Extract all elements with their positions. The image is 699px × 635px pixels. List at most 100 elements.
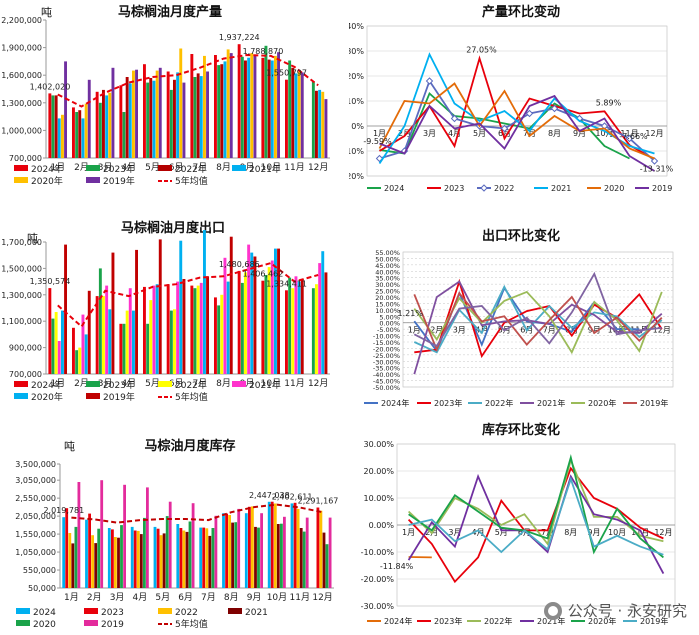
legend-swatch <box>86 177 100 183</box>
legend-swatch <box>16 608 30 614</box>
legend-label: 2023 <box>101 608 124 618</box>
bar <box>119 85 123 158</box>
legend-label: 2020年 <box>588 398 616 408</box>
bar <box>322 532 326 588</box>
legend-swatch <box>14 381 28 387</box>
bar <box>288 60 292 158</box>
x-tick-label: 8月 <box>565 326 578 335</box>
bar <box>135 69 138 158</box>
bar <box>68 533 72 588</box>
data-label: -9.59% <box>363 137 392 146</box>
legend-label: 2020 <box>604 184 624 193</box>
bar <box>315 284 318 374</box>
bar <box>248 506 251 588</box>
legend-label: 2024年 <box>31 379 63 391</box>
x-tick-label: 9月 <box>247 592 262 603</box>
bar <box>111 529 114 588</box>
x-tick-label: 1月 <box>402 528 415 537</box>
bar <box>182 530 186 588</box>
x-tick-label: 7月 <box>201 592 216 603</box>
x-tick-label: 3月 <box>110 592 125 603</box>
bar <box>211 528 215 588</box>
bar <box>166 284 170 374</box>
y-tick-label: -25.00% <box>373 352 400 360</box>
bar <box>155 70 159 158</box>
bar <box>214 515 218 588</box>
avg-line <box>71 503 323 524</box>
data-label: 1,937,224 <box>219 33 260 42</box>
y-tick-label: 30% <box>349 47 364 56</box>
bar <box>51 318 55 374</box>
bar <box>261 57 265 158</box>
bar <box>188 521 192 588</box>
x-tick-label: 12月 <box>653 326 671 335</box>
x-tick-label: 4月 <box>121 162 136 173</box>
y-tick-label: -40.00% <box>373 371 400 379</box>
bar <box>315 90 318 158</box>
legend-label: 2019年 <box>103 175 135 187</box>
bar <box>182 279 186 374</box>
x-tick-label: 5月 <box>145 162 160 173</box>
bar <box>316 507 320 588</box>
data-label: -13.31% <box>640 164 674 173</box>
y-tick-label: 40.00% <box>375 268 400 276</box>
chart-title: 出口环比变化 <box>482 228 560 244</box>
y-tick-label: 50,000 <box>28 584 56 593</box>
bar <box>276 524 280 588</box>
legend-swatch <box>158 608 172 614</box>
data-label: 2,291,167 <box>298 496 339 505</box>
x-tick-label: 6月 <box>169 378 184 389</box>
legend-label: 2021年 <box>537 398 565 408</box>
y-tick-label: 1,300,000 <box>1 291 42 300</box>
bar <box>105 95 109 158</box>
bar <box>75 112 79 158</box>
bar <box>165 516 169 588</box>
bar <box>130 526 134 588</box>
x-tick-label: 10月 <box>608 528 626 537</box>
bar <box>78 110 82 158</box>
y-tick-label: 30.00% <box>363 440 394 449</box>
bar <box>277 52 280 159</box>
x-tick-label: 10月 <box>595 129 613 138</box>
bar <box>78 347 82 374</box>
bar <box>293 502 297 588</box>
bar <box>206 71 209 158</box>
bar <box>64 244 67 374</box>
bar <box>324 272 328 374</box>
legend-label: 2022年 <box>175 163 207 175</box>
chart-title: 马棕榈油月度产量 <box>118 4 222 20</box>
legend-swatch <box>14 177 28 183</box>
x-tick-label: 5月 <box>495 528 508 537</box>
bar <box>311 288 315 374</box>
legend-label: 2022年 <box>484 616 512 626</box>
bar <box>324 99 328 158</box>
x-tick-label: 6月 <box>498 129 511 138</box>
unit-label: 吨 <box>27 232 38 245</box>
legend-label: 2021年 <box>249 379 281 391</box>
bar <box>321 251 325 374</box>
bar <box>84 334 88 374</box>
bar <box>128 288 132 374</box>
y-tick-label: 0.00% <box>379 320 400 328</box>
bar <box>139 534 143 588</box>
legend-swatch <box>232 381 246 387</box>
x-tick-label: 1月 <box>373 129 386 138</box>
x-tick-label: 12月 <box>312 592 332 603</box>
bar <box>199 527 203 588</box>
bar <box>190 285 194 374</box>
bar <box>270 260 274 374</box>
x-tick-label: 8月 <box>548 129 561 138</box>
y-tick-label: 1,100,000 <box>1 317 42 326</box>
bar <box>122 112 126 158</box>
x-tick-label: 7月 <box>541 528 554 537</box>
bar <box>176 72 180 158</box>
bar <box>98 268 102 374</box>
x-tick-label: 7月 <box>192 378 207 389</box>
legend-label: 2024 <box>384 184 404 193</box>
bar <box>77 482 81 588</box>
bar <box>95 296 99 374</box>
bar <box>280 523 283 588</box>
legend-swatch <box>86 381 100 387</box>
legend-label: 2021年 <box>249 163 281 175</box>
y-tick-label: 1,900,000 <box>1 44 42 53</box>
